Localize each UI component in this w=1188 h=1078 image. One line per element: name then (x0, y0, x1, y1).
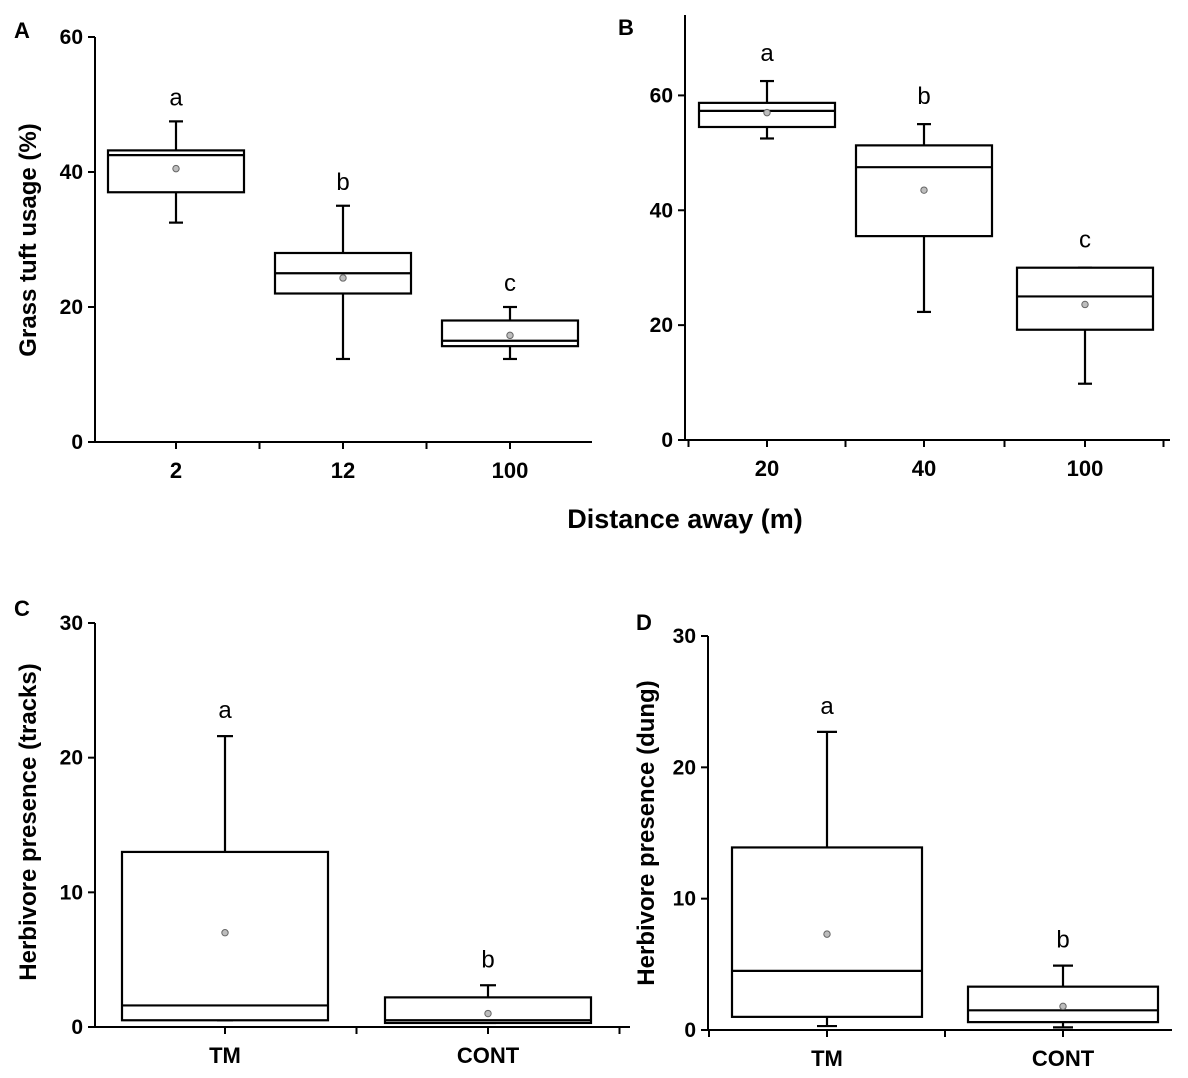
y-axis-label: Grass tuft usage (%) (15, 123, 42, 356)
y-tick-label: 0 (661, 429, 673, 452)
x-category-label: CONT (1032, 1046, 1095, 1071)
x-category-label: TM (209, 1043, 241, 1068)
panel-label: B (618, 15, 634, 40)
box-TM: a (120, 697, 330, 1022)
mean-marker (920, 186, 928, 194)
significance-letter: a (169, 84, 183, 111)
mean-marker (339, 274, 347, 282)
x-category-label: CONT (457, 1043, 520, 1068)
box-40: b (854, 83, 994, 314)
mean-marker (1059, 1002, 1067, 1011)
x-category-label: TM (811, 1046, 843, 1071)
panel-label: D (636, 610, 652, 635)
box-12: b (273, 169, 413, 361)
box-100: c (440, 270, 580, 361)
significance-letter: a (760, 40, 774, 67)
significance-letter: c (1079, 227, 1091, 254)
box-20: a (697, 40, 837, 140)
y-tick-label: 30 (60, 612, 83, 635)
box-100: c (1015, 227, 1155, 385)
panel-label: A (14, 18, 30, 43)
panel-b: 0 20 40 60 20 40 100 a b c B (618, 15, 1170, 481)
mean-marker (221, 929, 229, 937)
iqr-box (966, 985, 1160, 1024)
y-tick-label: 60 (650, 84, 673, 107)
panel-label: C (14, 596, 30, 621)
significance-letter: b (917, 83, 930, 110)
significance-letter: c (504, 270, 516, 297)
y-tick-label: 20 (60, 296, 83, 319)
y-tick-label: 20 (650, 314, 673, 337)
significance-letter: b (481, 946, 494, 973)
y-tick-label: 0 (71, 1016, 83, 1039)
iqr-box (440, 319, 580, 348)
box-TM: a (730, 693, 924, 1028)
x-category-label: 20 (755, 456, 779, 481)
y-tick-label: 30 (673, 625, 696, 648)
box-CONT: b (383, 946, 593, 1025)
significance-letter: b (336, 169, 349, 196)
y-tick-label: 40 (650, 199, 673, 222)
mean-marker (763, 108, 771, 117)
iqr-box (1015, 266, 1155, 331)
x-category-label: 100 (492, 458, 529, 483)
x-category-label: 2 (170, 458, 182, 483)
y-tick-label: 20 (60, 747, 83, 770)
x-category-label: 40 (912, 456, 936, 481)
significance-letter: b (1056, 927, 1069, 954)
significance-letter: a (218, 697, 232, 724)
box-2: a (106, 84, 246, 224)
mean-marker (506, 331, 514, 340)
y-axis-label: Herbivore presence (dung) (633, 680, 660, 985)
shared-x-axis-label: Distance away (m) (567, 504, 803, 534)
x-category-label: 100 (1067, 456, 1104, 481)
mean-marker (1081, 300, 1089, 309)
y-tick-label: 0 (71, 431, 83, 454)
y-axis-label: Herbivore presence (tracks) (15, 663, 42, 980)
y-tick-label: 60 (60, 26, 83, 49)
mean-marker (823, 930, 831, 938)
y-tick-label: 40 (60, 161, 83, 184)
mean-marker (172, 164, 180, 173)
panel-c: 0 10 20 30 TM CONT a b C Herbivore presence (trac… (14, 596, 630, 1068)
y-tick-label: 10 (673, 888, 696, 911)
y-tick-label: 0 (684, 1019, 696, 1042)
x-category-label: 12 (331, 458, 355, 483)
panel-a: 0 20 40 60 2 12 100 a b c A Grass tuft usage (%) (14, 18, 592, 483)
mean-marker (484, 1009, 492, 1018)
box-CONT: b (966, 927, 1160, 1029)
panel-d: 0 10 20 30 TM CONT a b D Herbivore presence (dung… (633, 610, 1172, 1071)
significance-letter: a (820, 693, 834, 720)
y-tick-label: 10 (60, 881, 83, 904)
y-tick-label: 20 (673, 756, 696, 779)
